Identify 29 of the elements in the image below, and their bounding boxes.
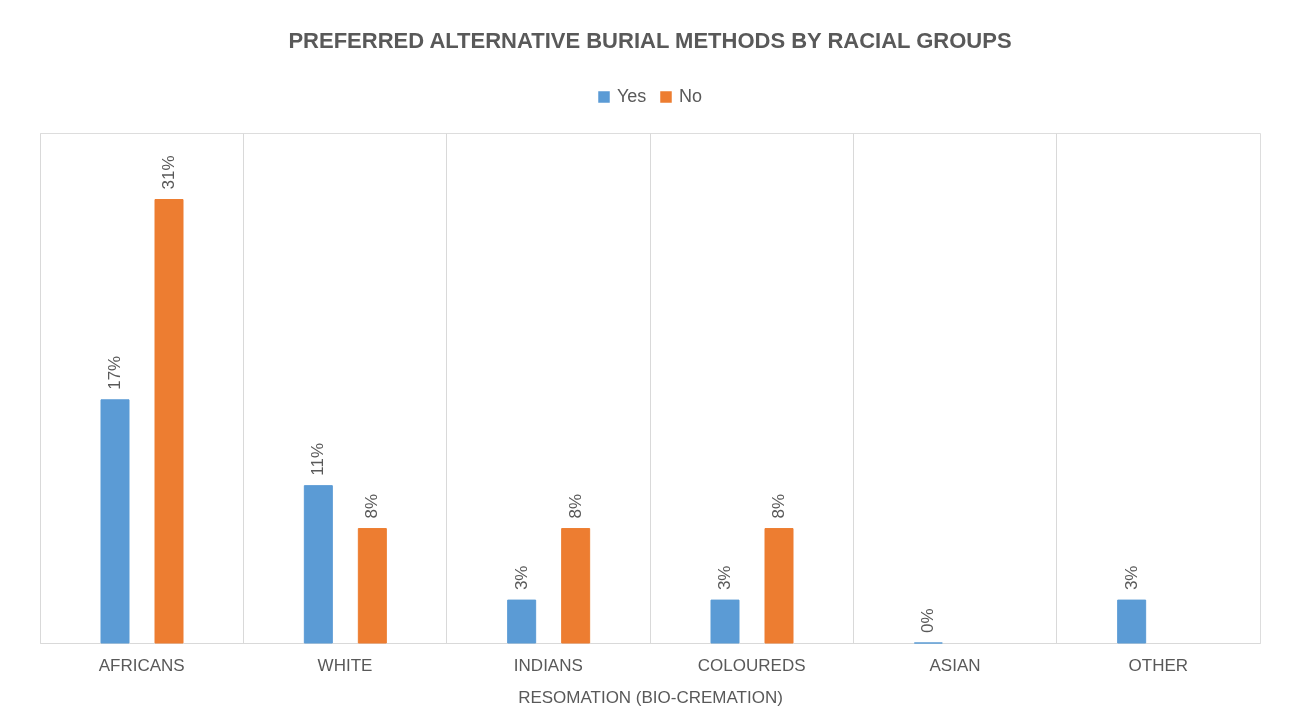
data-label: 11% <box>308 442 328 476</box>
bar <box>303 485 333 644</box>
data-label: 3% <box>715 565 734 591</box>
x-tick-label: AFRICANS <box>98 655 185 675</box>
bar <box>100 399 130 644</box>
x-axis-title: RESOMATION (BIO-CREMATION) <box>518 687 783 707</box>
bar <box>357 528 387 644</box>
data-label: 8% <box>565 493 585 519</box>
x-tick-label: COLOUREDS <box>697 655 806 675</box>
x-tick-label: INDIANS <box>513 655 583 675</box>
data-label: 31% <box>159 155 178 190</box>
bar <box>710 599 740 644</box>
x-tick-label: WHITE <box>317 655 373 675</box>
bar <box>154 199 184 644</box>
x-tick-label: OTHER <box>1128 655 1189 675</box>
data-label: 17% <box>105 355 124 390</box>
bar <box>764 528 794 644</box>
data-label: 8% <box>769 493 788 519</box>
bar <box>561 528 591 644</box>
bar <box>507 599 537 644</box>
data-label: 0% <box>918 608 938 633</box>
legend-label: No <box>679 86 703 106</box>
x-tick-label: ASIAN <box>929 655 981 675</box>
data-label: 3% <box>1121 565 1141 591</box>
bar <box>1117 599 1147 644</box>
chart-title: PREFERRED ALTERNATIVE BURIAL METHODS BY RACIAL GROUPS <box>288 28 1012 53</box>
data-label: 3% <box>511 565 531 591</box>
data-label: 8% <box>362 493 382 519</box>
legend-label: Yes <box>617 86 647 106</box>
